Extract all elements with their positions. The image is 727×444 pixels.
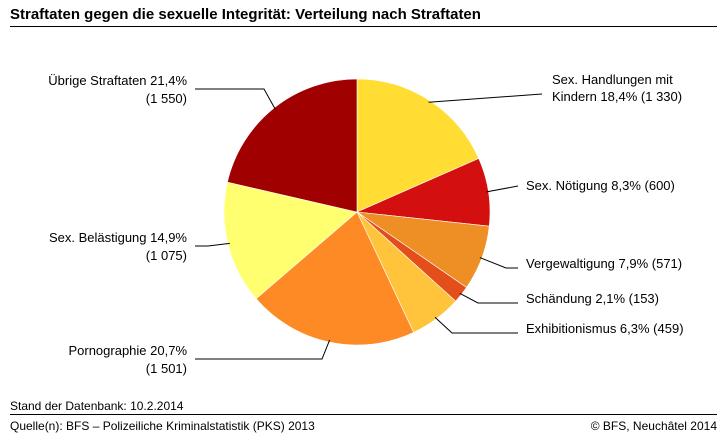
pie-slices [223,78,491,346]
leader-line [195,339,331,360]
slice-label: Sex. Nötigung 8,3% (600) [526,178,675,193]
slice-label: Übrige Straftaten 21,4% [48,73,187,88]
leader-line [486,185,519,193]
slice-label: Sex. Handlungen mit [552,72,673,87]
leader-line [479,257,518,269]
slice-label: Schändung 2,1% (153) [526,291,659,306]
database-date: Stand der Datenbank: 10.2.2014 [10,399,184,413]
leader-line [195,88,276,110]
slice-label: (1 501) [146,361,187,376]
copyright-note: © BFS, Neuchâtel 2014 [590,419,717,433]
leader-line [428,93,543,103]
slice-labels: Sex. Handlungen mit Kindern 18,4% (1 330)… [48,72,683,376]
slice-label: (1 075) [146,248,187,263]
leader-line [195,242,230,247]
slice-label: Pornographie 20,7% [68,343,187,358]
slice-label: Vergewaltigung 7,9% (571) [526,256,682,271]
chart-title: Straftaten gegen die sexuelle Integrität… [10,6,481,23]
slice-label: Kindern 18,4% (1 330) [552,89,682,104]
slice-label: Exhibitionismus 6,3% (459) [526,321,684,336]
pie-slice-sex-handlungen-mit-kindern [356,78,480,213]
slice-label: Sex. Belästigung 14,9% [49,230,187,245]
slice-label: (1 550) [146,91,187,106]
leader-lines [195,88,543,360]
footer-divider [10,414,717,415]
source-note: Quelle(n): BFS – Polizeiliche Kriminalst… [10,419,315,433]
leader-line [434,316,518,334]
leader-line [459,292,518,304]
title-divider [10,26,717,27]
